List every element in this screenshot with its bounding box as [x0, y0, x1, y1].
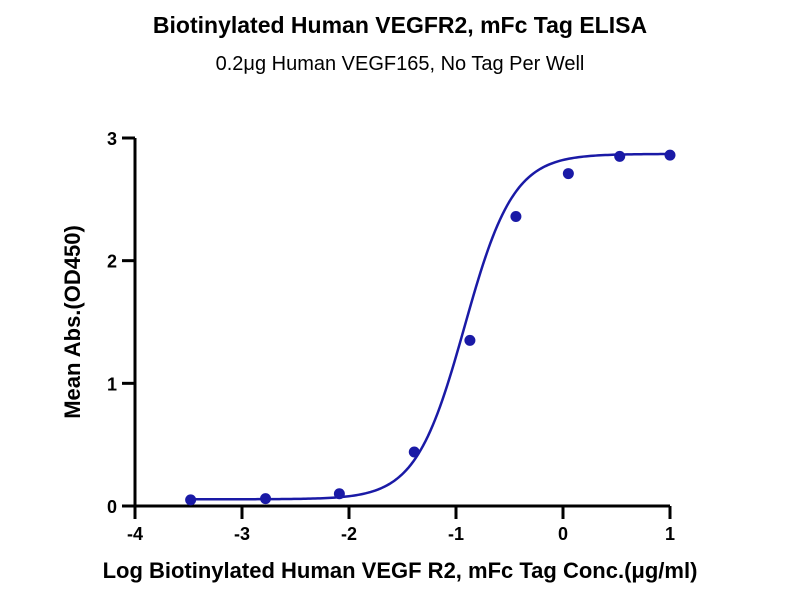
y-tick-label: 3 — [107, 129, 117, 149]
axes — [133, 138, 670, 508]
y-tick-label: 0 — [107, 497, 117, 517]
data-point — [664, 149, 676, 161]
x-tick-label: -2 — [341, 524, 357, 544]
data-point — [510, 211, 522, 223]
y-tick-label: 2 — [107, 252, 117, 272]
x-tick-label: -3 — [234, 524, 250, 544]
chart-title: Biotinylated Human VEGFR2, mFc Tag ELISA — [153, 12, 647, 38]
data-point — [614, 150, 626, 162]
x-tick-label: -1 — [448, 524, 464, 544]
data-point — [464, 334, 476, 346]
fit-curve-group — [190, 152, 671, 501]
data-points — [185, 149, 676, 506]
fit-curve — [190, 152, 671, 501]
x-tick-label: 0 — [558, 524, 568, 544]
ticks: -4 -3 -2 -1 0 1 0 1 2 3 — [107, 129, 675, 544]
y-axis-label: Mean Abs.(OD450) — [60, 225, 85, 419]
data-point — [562, 168, 574, 180]
data-point — [185, 494, 197, 506]
y-tick-label: 1 — [107, 374, 117, 394]
data-point — [333, 488, 345, 500]
data-point — [408, 446, 420, 458]
data-point — [260, 493, 272, 505]
chart-subtitle: 0.2μg Human VEGF165, No Tag Per Well — [216, 53, 585, 75]
x-tick-label: -4 — [127, 524, 143, 544]
x-axis-label: Log Biotinylated Human VEGF R2, mFc Tag … — [103, 558, 698, 583]
x-tick-label: 1 — [665, 524, 675, 544]
